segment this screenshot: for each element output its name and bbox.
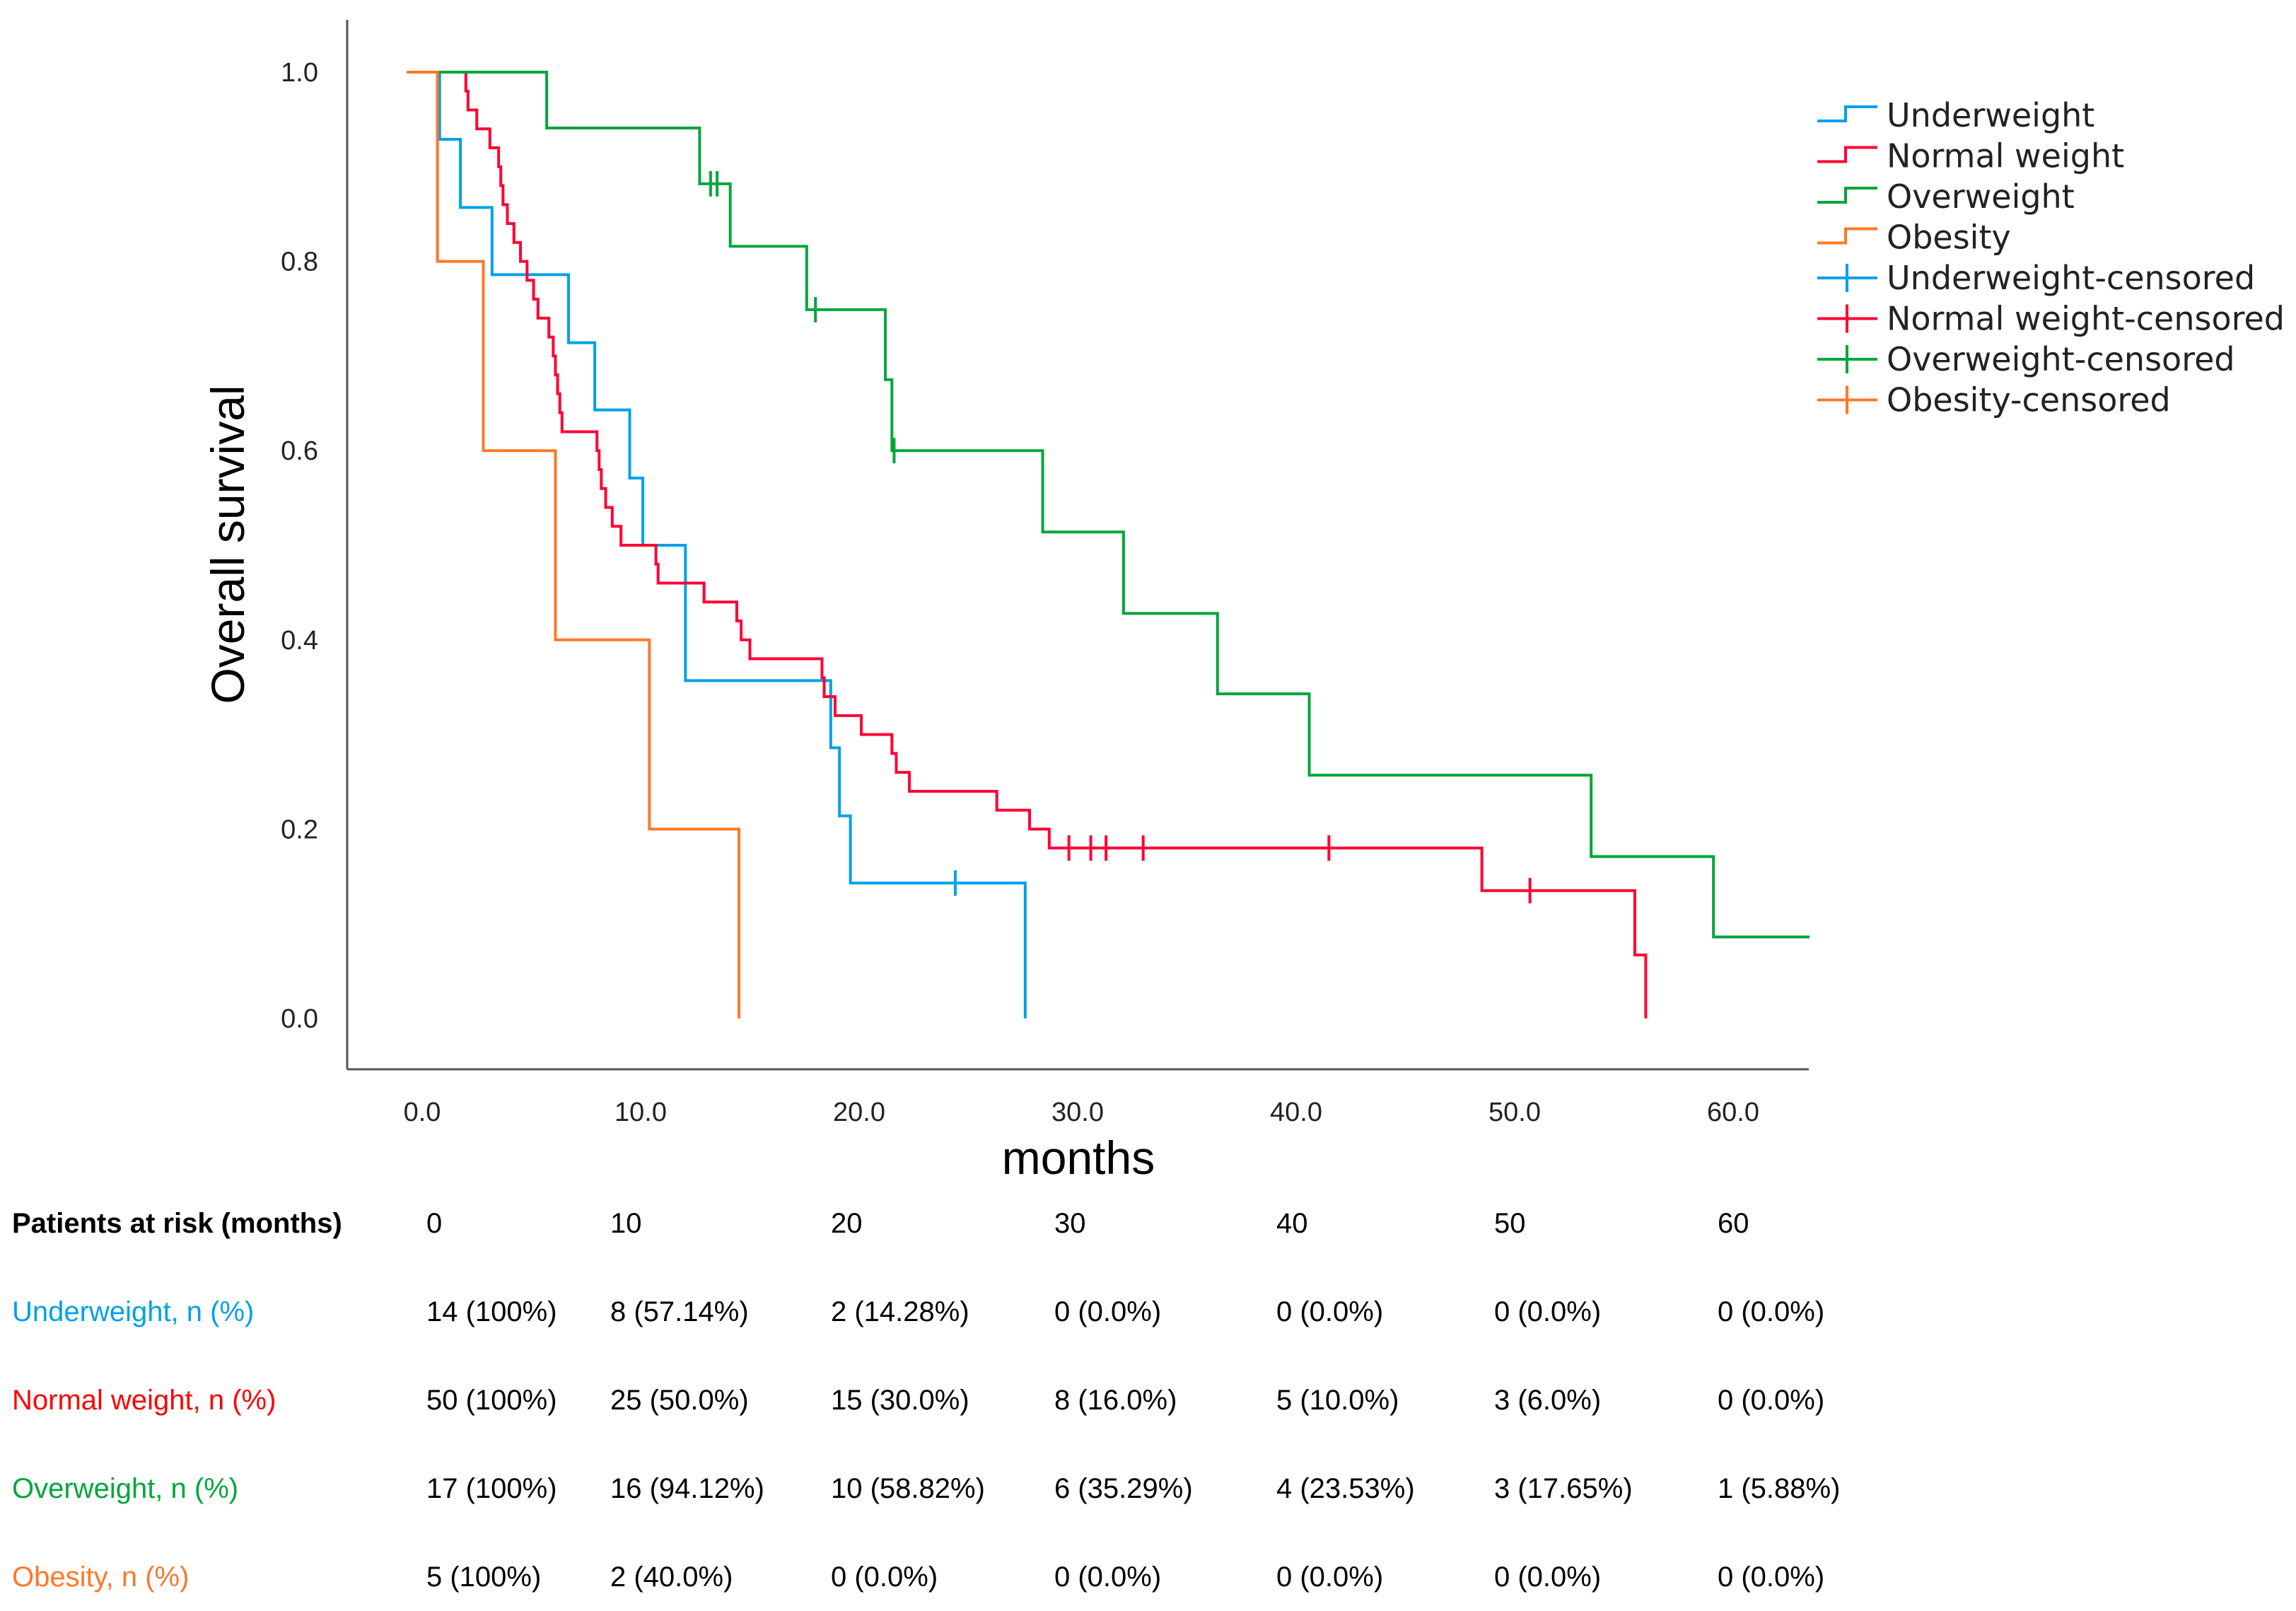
risk-cell: 3 (17.65%): [1494, 1473, 1633, 1504]
risk-cell: 1 (5.88%): [1718, 1473, 1841, 1504]
risk-row-label: Overweight, n (%): [12, 1473, 239, 1504]
y-axis-label: Overall survival: [202, 385, 254, 704]
x-tick-label: 50.0: [1488, 1098, 1541, 1127]
risk-cell: 17 (100%): [426, 1473, 557, 1504]
risk-cell: 5 (10.0%): [1276, 1385, 1399, 1416]
risk-row-label: Underweight, n (%): [12, 1296, 255, 1327]
legend-item: Underweight: [1887, 96, 2094, 134]
risk-cell: 0 (0.0%): [831, 1561, 938, 1593]
legend-swatch-line: [1817, 187, 1877, 204]
x-tick-label: 30.0: [1051, 1098, 1104, 1127]
risk-row-label: Obesity, n (%): [12, 1561, 190, 1593]
y-tick-label: 0.8: [281, 248, 318, 277]
risk-cell: 8 (16.0%): [1054, 1385, 1177, 1416]
legend-swatch-line: [1817, 227, 1877, 245]
risk-table-time: 0: [426, 1208, 443, 1239]
risk-cell: 14 (100%): [426, 1296, 557, 1327]
y-tick-label: 1.0: [281, 58, 318, 88]
risk-cell: 10 (58.82%): [831, 1473, 985, 1504]
risk-table-time: 60: [1718, 1208, 1749, 1239]
x-tick-label: 0.0: [404, 1098, 441, 1127]
legend-item: Obesity: [1887, 219, 2011, 257]
survival-curve-obesity: [407, 71, 741, 1018]
risk-cell: 2 (14.28%): [831, 1296, 969, 1327]
risk-cell: 4 (23.53%): [1276, 1473, 1415, 1504]
risk-cell: 8 (57.14%): [610, 1296, 749, 1327]
legend-item: Overweight: [1887, 178, 2075, 216]
risk-table-time: 30: [1054, 1208, 1086, 1239]
legend-item: Obesity-censored: [1887, 381, 2171, 419]
y-tick-label: 0.0: [281, 1004, 318, 1034]
risk-cell: 25 (50.0%): [610, 1385, 749, 1416]
risk-cell: 0 (0.0%): [1276, 1561, 1384, 1593]
risk-table-time: 20: [831, 1208, 863, 1239]
risk-cell: 0 (0.0%): [1054, 1561, 1162, 1593]
risk-cell: 6 (35.29%): [1054, 1473, 1193, 1504]
x-tick-label: 10.0: [614, 1098, 667, 1127]
legend-item: Underweight-censored: [1887, 259, 2255, 297]
y-tick-label: 0.6: [281, 436, 318, 466]
risk-cell: 0 (0.0%): [1718, 1296, 1825, 1327]
risk-cell: 16 (94.12%): [610, 1473, 764, 1504]
survival-curve-underweight: [407, 71, 1027, 1018]
risk-cell: 0 (0.0%): [1718, 1561, 1825, 1593]
x-axis-label: months: [1002, 1132, 1155, 1184]
risk-table-time: 10: [610, 1208, 642, 1239]
risk-cell: 0 (0.0%): [1718, 1385, 1825, 1416]
risk-row-label: Normal weight, n (%): [12, 1385, 276, 1416]
x-tick-label: 60.0: [1707, 1098, 1759, 1127]
risk-table-header: Patients at risk (months): [12, 1208, 342, 1239]
legend-swatch-line: [1817, 146, 1877, 163]
x-tick-label: 40.0: [1270, 1098, 1322, 1127]
risk-cell: 50 (100%): [426, 1385, 557, 1416]
risk-table-time: 50: [1494, 1208, 1526, 1239]
risk-cell: 0 (0.0%): [1276, 1296, 1384, 1327]
legend-item: Normal weight: [1887, 137, 2124, 175]
legend-item: Normal weight-censored: [1887, 300, 2285, 338]
risk-cell: 0 (0.0%): [1054, 1296, 1162, 1327]
y-tick-label: 0.2: [281, 815, 318, 844]
risk-cell: 5 (100%): [426, 1561, 542, 1593]
survival-curve-normal-weight: [407, 71, 1648, 1018]
x-tick-label: 20.0: [833, 1098, 885, 1127]
risk-table-time: 40: [1276, 1208, 1308, 1239]
legend-swatch-line: [1817, 105, 1877, 122]
risk-cell: 0 (0.0%): [1494, 1561, 1602, 1593]
risk-cell: 2 (40.0%): [610, 1561, 733, 1593]
survival-curve-overweight: [407, 71, 1810, 938]
risk-cell: 0 (0.0%): [1494, 1296, 1602, 1327]
kaplan-meier-chart: 0.0 0.2 0.4 0.6 0.8 1.0 0.0 10.0 20.0 30.0 40.0 50…: [202, 20, 2285, 1184]
risk-cell: 15 (30.0%): [831, 1385, 969, 1416]
risk-cell: 3 (6.0%): [1494, 1385, 1602, 1416]
y-tick-label: 0.4: [281, 626, 318, 656]
legend-item: Overweight-censored: [1887, 340, 2235, 378]
